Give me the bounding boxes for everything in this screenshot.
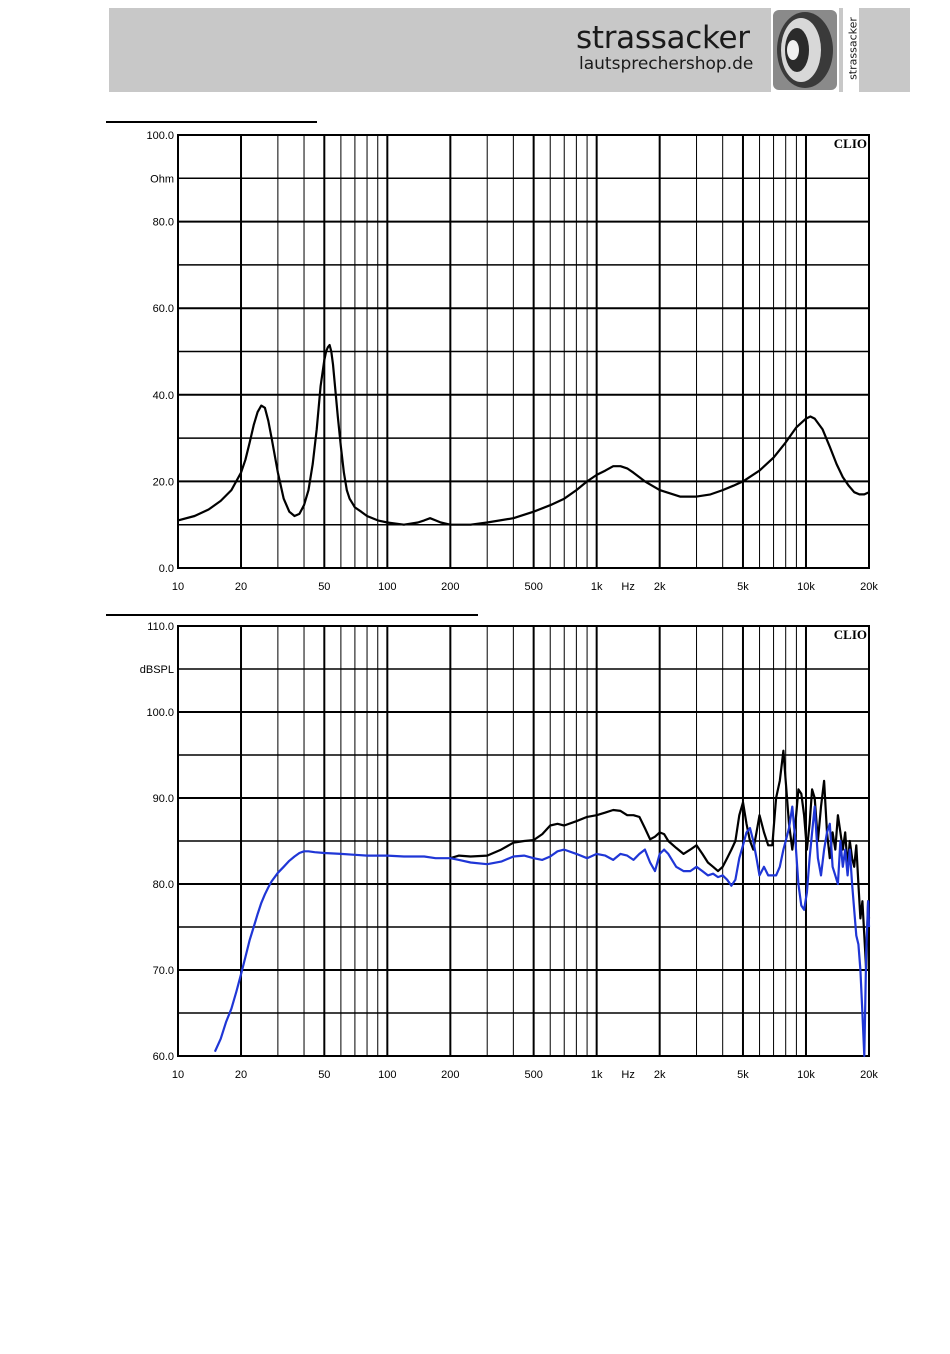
spl-series-line-1	[449, 749, 871, 972]
x-tick-label: 1k	[591, 1069, 603, 1081]
x-tick-label: 500	[524, 581, 542, 593]
header-banner: strassacker lautsprechershop.de strassac…	[109, 8, 910, 92]
spl-chart-title-rule	[106, 614, 478, 616]
vertical-brand-label: strassacker	[843, 8, 860, 92]
clio-watermark: CLIO	[834, 136, 867, 151]
impedance-chart: 0.0 20.0 40.0 60.0 80.0 100.0 Ohm 10 20 50 100 200 5…	[146, 130, 878, 593]
x-tick-label: 1k	[591, 581, 603, 593]
x-tick-label: 20	[235, 1069, 247, 1081]
speaker-logo	[771, 8, 839, 92]
x-tick-label: 20k	[860, 581, 878, 593]
impedance-series-line-1	[177, 343, 870, 526]
y-tick-label: 90.0	[153, 793, 174, 805]
y-tick-label: 80.0	[153, 217, 174, 229]
y-tick-label: 110.0	[147, 621, 174, 633]
y-axis-label: dBSPL	[140, 664, 174, 676]
y-axis-label: Ohm	[150, 173, 174, 185]
y-tick-label: 40.0	[153, 390, 174, 402]
x-axis-label: Hz	[621, 581, 634, 593]
x-tick-label: 10	[172, 581, 184, 593]
x-tick-label: 10k	[797, 1069, 815, 1081]
x-tick-label: 2k	[654, 1069, 666, 1081]
x-tick-label: 100	[378, 1069, 396, 1081]
clio-watermark: CLIO	[834, 627, 867, 642]
spl-chart: 60.0 70.0 80.0 90.0 100.0 110.0 dBSPL 10 20 50 100…	[140, 621, 879, 1081]
x-tick-label: 5k	[737, 1069, 749, 1081]
brand-url: lautsprechershop.de	[579, 54, 754, 74]
plot-frame	[177, 625, 870, 1057]
x-tick-label: 20k	[860, 1069, 878, 1081]
x-axis-label: Hz	[621, 1069, 634, 1081]
x-tick-label: 10	[172, 1069, 184, 1081]
x-tick-label: 50	[318, 1069, 330, 1081]
x-tick-label: 200	[441, 1069, 459, 1081]
impedance-chart-title-rule	[106, 121, 317, 123]
speaker-logo-graphic	[771, 8, 839, 92]
x-tick-label: 500	[524, 1069, 542, 1081]
y-tick-label: 70.0	[153, 965, 174, 977]
x-tick-label: 50	[318, 581, 330, 593]
y-tick-label: 100.0	[146, 130, 174, 142]
spl-series-line-2	[213, 805, 871, 1058]
y-tick-label: 60.0	[153, 303, 174, 315]
x-tick-label: 20	[235, 581, 247, 593]
y-tick-label: 100.0	[146, 707, 174, 719]
y-tick-label: 60.0	[153, 1051, 174, 1063]
x-tick-label: 5k	[737, 581, 749, 593]
brand-name: strassacker	[576, 20, 750, 56]
x-tick-label: 200	[441, 581, 459, 593]
y-tick-label: 0.0	[159, 563, 174, 575]
x-tick-label: 2k	[654, 581, 666, 593]
y-tick-label: 20.0	[153, 476, 174, 488]
plot-frame	[177, 134, 870, 569]
y-tick-label: 80.0	[153, 879, 174, 891]
x-tick-label: 10k	[797, 581, 815, 593]
x-tick-label: 100	[378, 581, 396, 593]
